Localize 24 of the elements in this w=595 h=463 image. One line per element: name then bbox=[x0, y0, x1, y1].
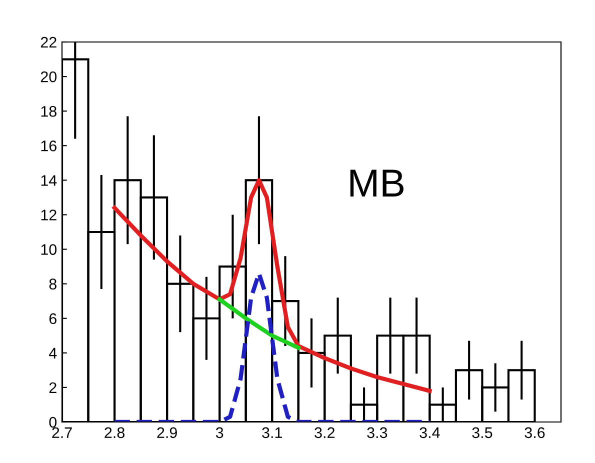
y-tick-label: 16 bbox=[41, 140, 56, 152]
y-tick-label: 2 bbox=[49, 382, 56, 393]
x-tick-label: 3.5 bbox=[472, 427, 492, 438]
x-tick-label: 3.2 bbox=[314, 427, 334, 438]
x-tick-label: 2.8 bbox=[104, 427, 124, 438]
x-tick-label: 2.9 bbox=[157, 427, 177, 438]
y-tick-label: 12 bbox=[41, 210, 56, 220]
y-tick-label: 18 bbox=[41, 106, 56, 117]
line-series bbox=[217, 297, 300, 350]
x-tick-label: 3.6 bbox=[524, 427, 545, 438]
x-tick-label: 2.7 bbox=[52, 427, 72, 438]
y-tick-label: 14 bbox=[41, 175, 57, 186]
x-tick-label: 3.3 bbox=[367, 427, 388, 438]
x-tick-label: 3.1 bbox=[262, 427, 282, 438]
y-tick-label: 6 bbox=[49, 313, 56, 324]
x-tick-label: 3.4 bbox=[420, 427, 440, 438]
y-tick-label: 0 bbox=[49, 416, 57, 428]
y-tick-label: 10 bbox=[41, 244, 57, 255]
y-tick-label: 4 bbox=[48, 348, 57, 358]
y-tick-label: 8 bbox=[49, 278, 56, 290]
x-tick-label: 3 bbox=[216, 427, 224, 438]
y-tick-label: 20 bbox=[40, 71, 57, 82]
annotation: MB bbox=[350, 170, 404, 196]
y-tick-label: 22 bbox=[40, 36, 56, 48]
